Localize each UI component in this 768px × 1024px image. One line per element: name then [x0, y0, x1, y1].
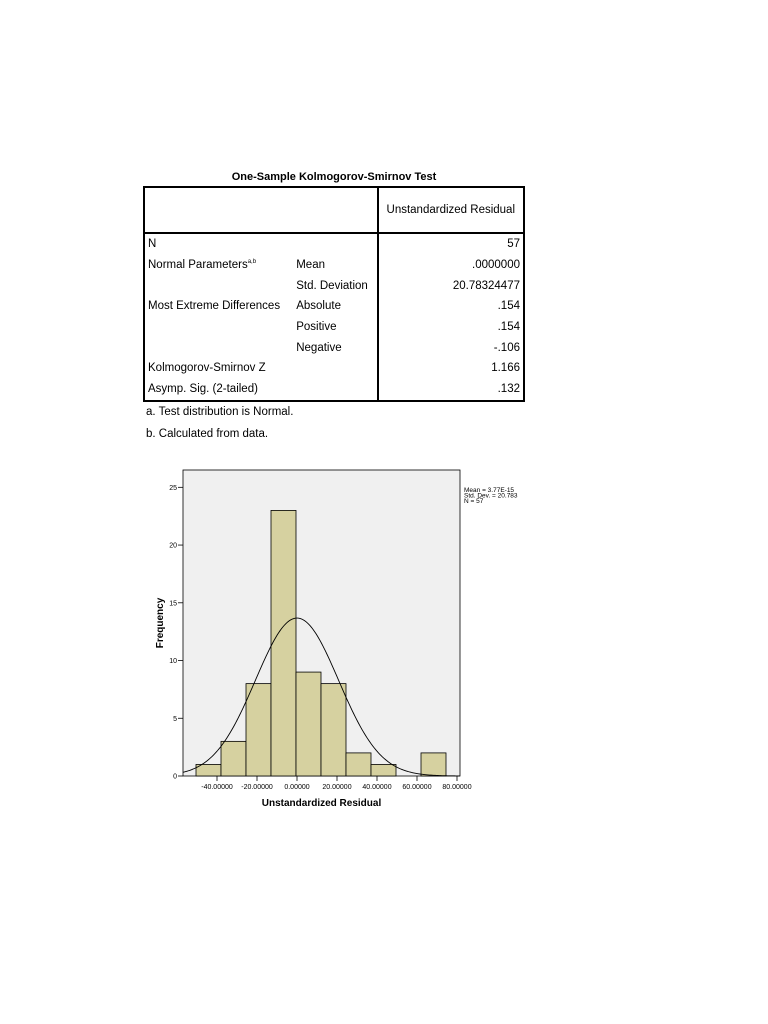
stat-cell: Negative	[293, 337, 377, 358]
value-cell: -.106	[376, 337, 524, 359]
stat-label: Positive	[296, 321, 337, 334]
table-row: Asymp. Sig. (2-tailed) .132	[144, 378, 524, 401]
y-tick-label: 0	[173, 774, 177, 781]
stat-cell: Positive	[293, 317, 377, 338]
x-tick-label: 20.00000	[322, 784, 351, 791]
row-label-text: N	[148, 238, 157, 251]
stats-annotation: Mean = 3.77E-15	[464, 487, 514, 494]
table-row: Normal Parametersa,b Mean .0000000	[144, 254, 524, 276]
bar	[220, 740, 247, 777]
y-tick-label: 10	[169, 658, 177, 665]
row-label-text: Normal Parameters	[148, 259, 248, 272]
ks-table: Unstandardized Residual N 57 Normal Paramet…	[143, 186, 525, 402]
value-cell: .154	[376, 316, 524, 338]
x-tick-label: -20.00000	[241, 784, 273, 791]
value-cell: .0000000	[376, 254, 524, 276]
value-cell: 57	[376, 233, 524, 255]
row-label: N	[144, 233, 293, 255]
note: b. Calculated from data.	[146, 428, 269, 440]
value-cell: .154	[376, 296, 524, 317]
table-row: N 57	[144, 233, 524, 255]
row-label-text: Most Extreme Differences	[148, 300, 281, 313]
x-tick-label: -40.00000	[201, 784, 233, 791]
table-row: Most Extreme Differences Absolute .154	[144, 296, 524, 317]
x-tick-label: 60.00000	[402, 784, 431, 791]
header-row: Unstandardized Residual	[144, 187, 524, 234]
table-title: One-Sample Kolmogorov-Smirnov Test	[231, 171, 437, 183]
bar	[295, 671, 322, 777]
stat-label: Mean	[296, 259, 325, 272]
row-label-text: Asymp. Sig. (2-tailed)	[148, 383, 258, 396]
row-label: Normal Parametersa,b	[144, 255, 293, 276]
value-cell: 20.78324477	[376, 275, 524, 297]
value-cell: 1.166	[376, 358, 524, 379]
stats-annotation: N = 57	[464, 498, 484, 505]
x-axis-title: Unstandardized Residual	[262, 798, 382, 809]
bar	[345, 752, 372, 777]
column-header: Unstandardized Residual	[376, 187, 524, 234]
stat-label: Std. Deviation	[296, 279, 368, 292]
stat-label: Absolute	[296, 300, 341, 313]
bar	[245, 683, 272, 777]
table-row: Kolmogorov-Smirnov Z 1.166	[144, 358, 524, 379]
bar	[320, 683, 347, 777]
header-blank	[144, 187, 378, 234]
y-tick-label: 25	[169, 485, 177, 492]
y-tick-label: 20	[169, 543, 177, 550]
value-cell: .132	[376, 378, 524, 401]
bar	[270, 510, 297, 777]
bar	[370, 764, 397, 777]
row-label-text: Kolmogorov-Smirnov Z	[148, 362, 266, 375]
x-tick-label: 0.00000	[284, 784, 309, 791]
y-axis-title: Frequency	[155, 597, 166, 648]
stats-annotation: Std. Dev. = 20.783	[464, 493, 518, 500]
stat-cell: Std. Deviation	[293, 275, 377, 296]
x-tick-label: 40.00000	[362, 784, 391, 791]
row-label: Asymp. Sig. (2-tailed)	[144, 379, 293, 401]
footnote-ref: a,b	[247, 259, 257, 266]
stat-cell: Absolute	[293, 296, 377, 317]
row-label: Most Extreme Differences	[144, 296, 293, 317]
table-row: Std. Deviation 20.78324477	[144, 275, 524, 297]
note: a. Test distribution is Normal.	[146, 406, 294, 418]
stat-cell: Mean	[293, 255, 377, 276]
row-label: Kolmogorov-Smirnov Z	[144, 358, 293, 379]
x-tick-label: 80.00000	[442, 784, 471, 791]
normal-curve	[182, 617, 461, 777]
table-row: Positive .154	[144, 316, 524, 338]
stat-label: Negative	[296, 341, 342, 354]
bar	[420, 752, 447, 777]
y-tick-label: 15	[169, 600, 177, 607]
table-row: Negative -.106	[144, 337, 524, 359]
y-tick-label: 5	[173, 716, 177, 723]
